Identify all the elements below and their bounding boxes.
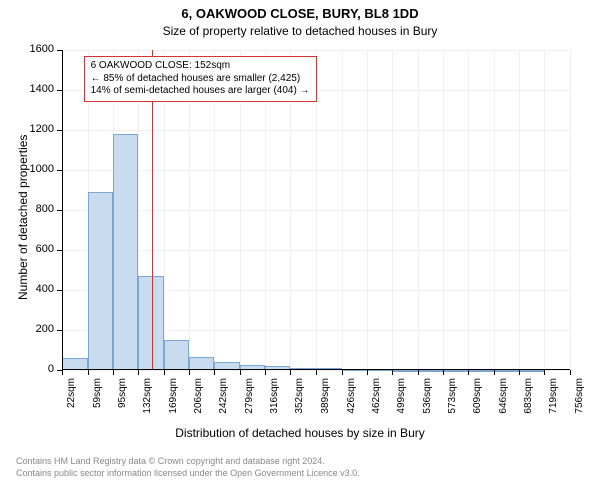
- x-tick: [62, 370, 63, 375]
- y-tick-label: 200: [0, 323, 54, 335]
- gridline-h: [62, 250, 570, 251]
- histogram-bar: [494, 370, 520, 372]
- x-tick: [290, 370, 291, 375]
- gridline-h: [62, 210, 570, 211]
- annotation-line: 14% of semi-detached houses are larger (…: [91, 85, 310, 98]
- x-tick: [443, 370, 444, 375]
- annotation-line: 6 OAKWOOD CLOSE: 152sqm: [91, 60, 310, 73]
- x-tick: [570, 370, 571, 375]
- x-tick-label: 132sqm: [142, 378, 153, 428]
- y-tick-label: 1600: [0, 43, 54, 55]
- histogram-bar: [164, 340, 190, 370]
- footer-line-2: Contains public sector information licen…: [16, 468, 600, 478]
- x-tick: [342, 370, 343, 375]
- y-tick-label: 0: [0, 363, 54, 375]
- x-tick: [240, 370, 241, 375]
- x-tick: [113, 370, 114, 375]
- x-tick: [265, 370, 266, 375]
- y-axis-label: Number of detached properties: [16, 135, 30, 300]
- x-tick: [214, 370, 215, 375]
- y-tick: [57, 90, 62, 91]
- histogram-bar: [113, 134, 139, 370]
- gridline-h: [62, 50, 570, 51]
- y-tick: [57, 130, 62, 131]
- x-tick-label: 206sqm: [193, 378, 204, 428]
- y-tick: [57, 210, 62, 211]
- x-tick: [519, 370, 520, 375]
- x-tick-label: 756sqm: [574, 378, 585, 428]
- x-tick-label: 573sqm: [447, 378, 458, 428]
- x-tick-label: 95sqm: [117, 378, 128, 428]
- x-tick-label: 426sqm: [346, 378, 357, 428]
- x-tick-label: 59sqm: [92, 378, 103, 428]
- x-tick: [138, 370, 139, 375]
- annotation-box: 6 OAKWOOD CLOSE: 152sqm← 85% of detached…: [84, 56, 317, 102]
- x-tick: [468, 370, 469, 375]
- x-tick-label: 242sqm: [218, 378, 229, 428]
- x-tick-label: 352sqm: [294, 378, 305, 428]
- y-tick: [57, 50, 62, 51]
- histogram-bar: [88, 192, 113, 370]
- gridline-v: [570, 50, 571, 370]
- plot-area: 6 OAKWOOD CLOSE: 152sqm← 85% of detached…: [62, 50, 570, 370]
- x-tick: [316, 370, 317, 375]
- y-tick: [57, 290, 62, 291]
- x-tick: [164, 370, 165, 375]
- histogram-bar: [443, 370, 468, 372]
- y-tick: [57, 330, 62, 331]
- y-tick: [57, 250, 62, 251]
- histogram-bar: [468, 370, 494, 372]
- gridline-h: [62, 170, 570, 171]
- histogram-bar: [138, 276, 164, 370]
- x-tick: [88, 370, 89, 375]
- x-tick: [544, 370, 545, 375]
- x-tick-label: 536sqm: [422, 378, 433, 428]
- x-tick-label: 609sqm: [472, 378, 483, 428]
- x-axis-label: Distribution of detached houses by size …: [0, 426, 600, 440]
- x-tick-label: 389sqm: [320, 378, 331, 428]
- x-tick-label: 499sqm: [396, 378, 407, 428]
- x-tick: [392, 370, 393, 375]
- chart-subtitle: Size of property relative to detached ho…: [0, 24, 600, 38]
- x-tick-label: 279sqm: [244, 378, 255, 428]
- x-tick-label: 22sqm: [66, 378, 77, 428]
- y-tick: [57, 170, 62, 171]
- x-tick: [494, 370, 495, 375]
- x-tick-label: 462sqm: [371, 378, 382, 428]
- x-tick-label: 169sqm: [168, 378, 179, 428]
- footer-line-1: Contains HM Land Registry data © Crown c…: [16, 456, 600, 466]
- annotation-line: ← 85% of detached houses are smaller (2,…: [91, 73, 310, 86]
- y-tick-label: 1200: [0, 123, 54, 135]
- x-tick: [418, 370, 419, 375]
- x-tick-label: 683sqm: [523, 378, 534, 428]
- histogram-bar: [519, 370, 544, 372]
- x-tick-label: 646sqm: [498, 378, 509, 428]
- y-axis-line: [62, 50, 63, 370]
- x-tick-label: 316sqm: [269, 378, 280, 428]
- x-tick-label: 719sqm: [548, 378, 559, 428]
- chart-title: 6, OAKWOOD CLOSE, BURY, BL8 1DD: [0, 6, 600, 21]
- y-tick-label: 1400: [0, 83, 54, 95]
- x-tick: [367, 370, 368, 375]
- x-tick: [189, 370, 190, 375]
- gridline-h: [62, 130, 570, 131]
